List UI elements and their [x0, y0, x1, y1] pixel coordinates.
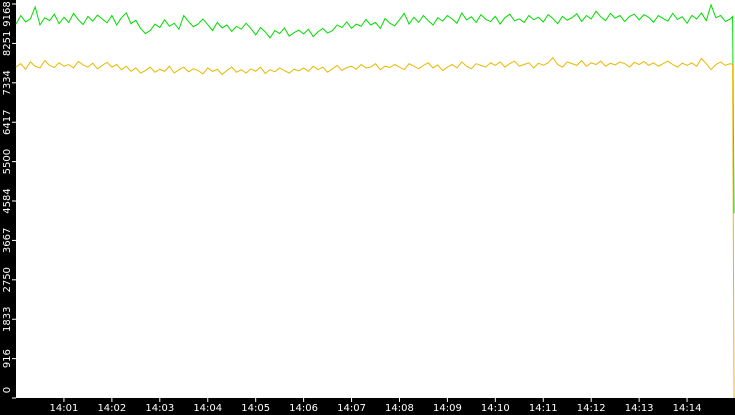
y-tick-label: 916: [2, 349, 13, 368]
y-tick-label: 1833: [2, 306, 13, 331]
x-axis-strip: [0, 398, 735, 415]
x-tick-label: 14:08: [385, 403, 414, 414]
y-tick-label: 2750: [2, 267, 13, 292]
series-line: [15, 3, 735, 214]
x-tick-label: 14:07: [337, 403, 366, 414]
y-axis-strip: [0, 0, 16, 415]
y-tick-label: 8251: [2, 31, 13, 56]
x-tick-label: 14:10: [481, 403, 510, 414]
x-tick-label: 14:05: [241, 403, 270, 414]
x-tick-label: 14:06: [289, 403, 318, 414]
x-tick-label: 14:04: [193, 403, 222, 414]
series-line: [15, 56, 735, 399]
y-tick-label: 0: [2, 387, 13, 393]
y-tick-label: 7334: [2, 70, 13, 95]
x-tick-label: 14:14: [673, 403, 702, 414]
y-tick-label: 3667: [2, 228, 13, 253]
x-tick-label: 14:11: [529, 403, 558, 414]
x-tick-label: 14:01: [50, 403, 79, 414]
x-tick-label: 14:02: [97, 403, 126, 414]
x-tick-label: 14:12: [577, 403, 606, 414]
x-tick-label: 14:13: [625, 403, 654, 414]
y-tick-label: 5500: [2, 149, 13, 174]
x-tick-label: 14:03: [145, 403, 174, 414]
x-tick-label: 14:09: [433, 403, 462, 414]
y-tick-label: 4584: [2, 188, 13, 213]
y-tick-label: 9168: [2, 1, 13, 26]
y-tick-label: 6417: [2, 109, 13, 134]
